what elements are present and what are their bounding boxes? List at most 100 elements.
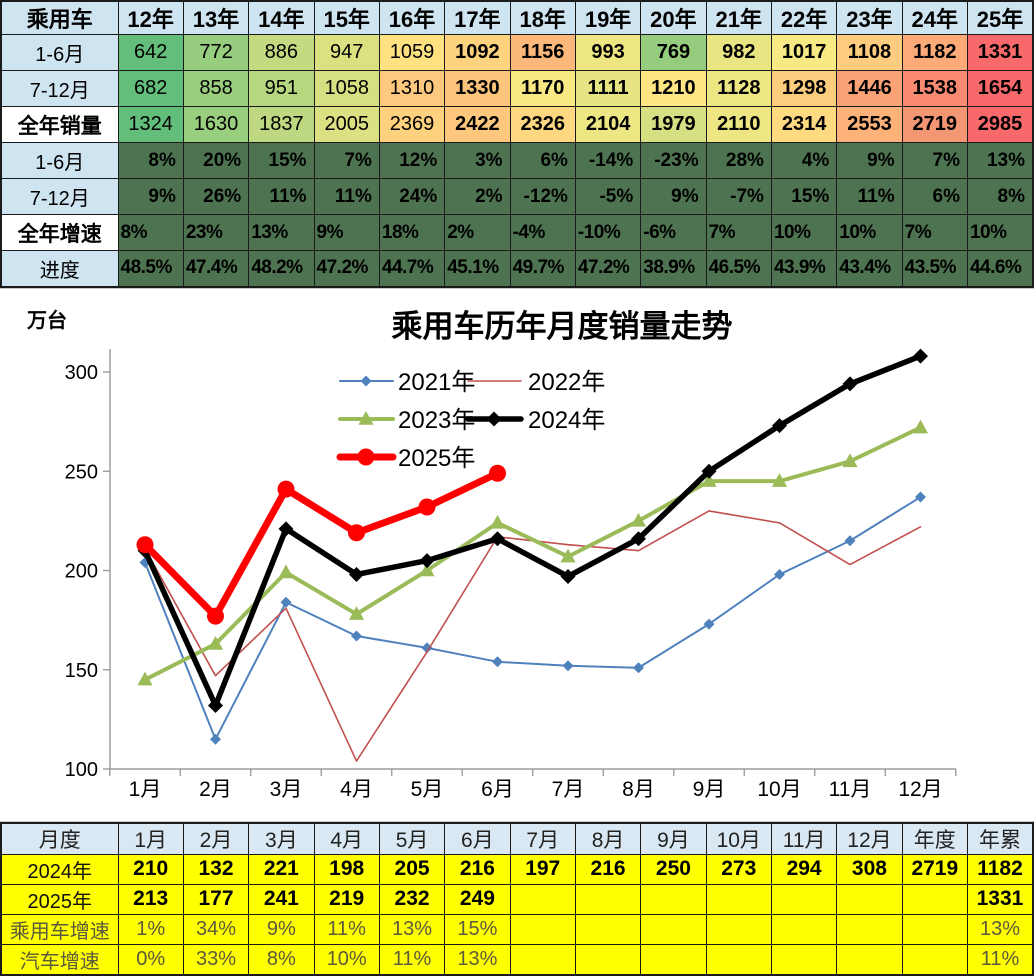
monthly-value-cell: 308	[836, 853, 903, 885]
growth-value-cell: 26%	[182, 178, 250, 215]
monthly-value-cell	[836, 943, 903, 975]
monthly-value-cell: 216	[444, 853, 511, 885]
data-point-marker	[912, 419, 929, 433]
row-label: 1-6月	[0, 34, 119, 71]
growth-value-cell: 9%	[836, 142, 903, 179]
data-point-marker	[348, 523, 365, 541]
monthly-value-cell: 33%	[182, 943, 250, 975]
growth-value-cell: 18%	[378, 214, 446, 251]
row-label: 7-12月	[0, 70, 119, 107]
data-point-marker	[489, 514, 506, 529]
series-line	[143, 425, 923, 682]
sales-value-cell: 2985	[966, 106, 1034, 143]
data-point-marker	[771, 472, 788, 487]
sales-value-cell: 2326	[509, 106, 576, 143]
sales-value-cell: 1059	[378, 34, 446, 71]
data-point-marker	[419, 552, 435, 568]
growth-value-cell: -14%	[574, 142, 642, 179]
year-column-header: 16年	[378, 0, 446, 35]
month-column-header: 年度	[901, 822, 968, 855]
data-point-marker	[560, 568, 576, 584]
monthly-value-cell	[509, 943, 576, 975]
sales-value-cell: 1108	[836, 34, 903, 71]
growth-value-cell: 12%	[378, 142, 446, 179]
sales-value-cell: 1156	[509, 34, 576, 71]
data-point-marker	[492, 655, 503, 667]
legend-item-2023年: 2023年	[338, 407, 475, 434]
growth-value-cell: 7%	[901, 214, 968, 251]
data-point-marker	[844, 534, 856, 546]
series-line	[144, 509, 922, 762]
row-label: 2025年	[0, 883, 119, 915]
y-tick-label: 100	[65, 759, 98, 781]
month-column-header: 8月	[574, 822, 642, 855]
data-point-marker	[489, 464, 506, 482]
monthly-value-cell	[574, 913, 642, 945]
monthly-value-cell: 250	[640, 853, 707, 885]
growth-value-cell: 3%	[444, 142, 511, 179]
x-tick-label: 10月	[757, 778, 801, 801]
monthly-value-cell	[770, 943, 838, 975]
chart-title: 乘用车历年月度销量走势	[392, 309, 733, 344]
yearly-table-body: 乘用车 12年 13年 14年 15年 16年 17年 18年 19年 20年 21年 22年 23年 2…	[0, 0, 1034, 287]
month-column-header: 12月	[836, 822, 903, 855]
monthly-value-cell	[640, 913, 707, 945]
monthly-value-cell	[770, 883, 838, 915]
monthly-value-cell: 241	[248, 883, 315, 915]
year-column-header: 15年	[313, 0, 380, 35]
row-label: 全年增速	[0, 214, 119, 251]
growth-value-cell: 47.4%	[182, 250, 250, 287]
monthly-value-cell: 11%	[966, 943, 1034, 975]
monthly-value-cell: 2719	[901, 853, 968, 885]
monthly-value-cell	[509, 883, 576, 915]
series-2025年	[136, 464, 506, 625]
growth-value-cell: 45.1%	[444, 250, 511, 287]
legend-label: 2025年	[398, 445, 475, 472]
chart-series	[136, 348, 929, 762]
growth-value-cell: 47.2%	[574, 250, 642, 287]
growth-value-cell: 43.4%	[836, 250, 903, 287]
growth-value-cell: 11%	[248, 178, 315, 215]
sales-value-cell: 1330	[444, 70, 511, 107]
monthly-value-cell: 11%	[313, 913, 380, 945]
growth-value-cell: -23%	[640, 142, 707, 179]
sales-value-cell: 2719	[901, 106, 968, 143]
monthly-value-cell: 13%	[966, 913, 1034, 945]
month-column-header: 3月	[248, 822, 315, 855]
sales-value-cell: 993	[574, 34, 642, 71]
sales-value-cell: 886	[248, 34, 315, 71]
growth-value-cell: 10%	[966, 214, 1034, 251]
data-point-marker	[419, 562, 435, 576]
growth-value-cell: 2%	[444, 178, 511, 215]
growth-value-cell: -7%	[705, 178, 772, 215]
growth-value-cell: -5%	[574, 178, 642, 215]
month-column-header: 2月	[182, 822, 250, 855]
data-point-marker	[630, 512, 647, 527]
growth-value-cell: 24%	[378, 178, 446, 215]
sales-value-cell: 1182	[901, 34, 968, 71]
sales-value-cell: 2369	[378, 106, 446, 143]
monthly-value-cell: 216	[574, 853, 642, 885]
y-tick-label: 150	[65, 659, 98, 681]
year-column-header: 12年	[117, 0, 184, 35]
growth-value-cell: 13%	[248, 214, 315, 251]
y-tick-label: 200	[65, 560, 98, 582]
data-point-marker	[842, 452, 858, 467]
monthly-value-cell: 1%	[117, 913, 184, 945]
month-column-header: 4月	[313, 822, 380, 855]
data-point-marker	[278, 520, 294, 536]
sales-value-cell: 1170	[509, 70, 576, 107]
row-label: 2024年	[0, 853, 119, 885]
monthly-value-cell: 213	[117, 883, 184, 915]
x-tick-label: 7月	[552, 778, 585, 801]
sales-value-cell: 2104	[574, 106, 642, 143]
sales-value-cell: 1331	[966, 34, 1034, 71]
year-column-header: 13年	[182, 0, 250, 35]
monthly-value-cell	[705, 943, 772, 975]
monthly-value-cell	[901, 943, 968, 975]
x-tick-label: 11月	[829, 778, 872, 801]
growth-value-cell: 8%	[117, 142, 184, 179]
sales-value-cell: 642	[117, 34, 184, 71]
growth-value-cell: 15%	[770, 178, 838, 215]
growth-value-cell: 47.2%	[313, 250, 380, 287]
